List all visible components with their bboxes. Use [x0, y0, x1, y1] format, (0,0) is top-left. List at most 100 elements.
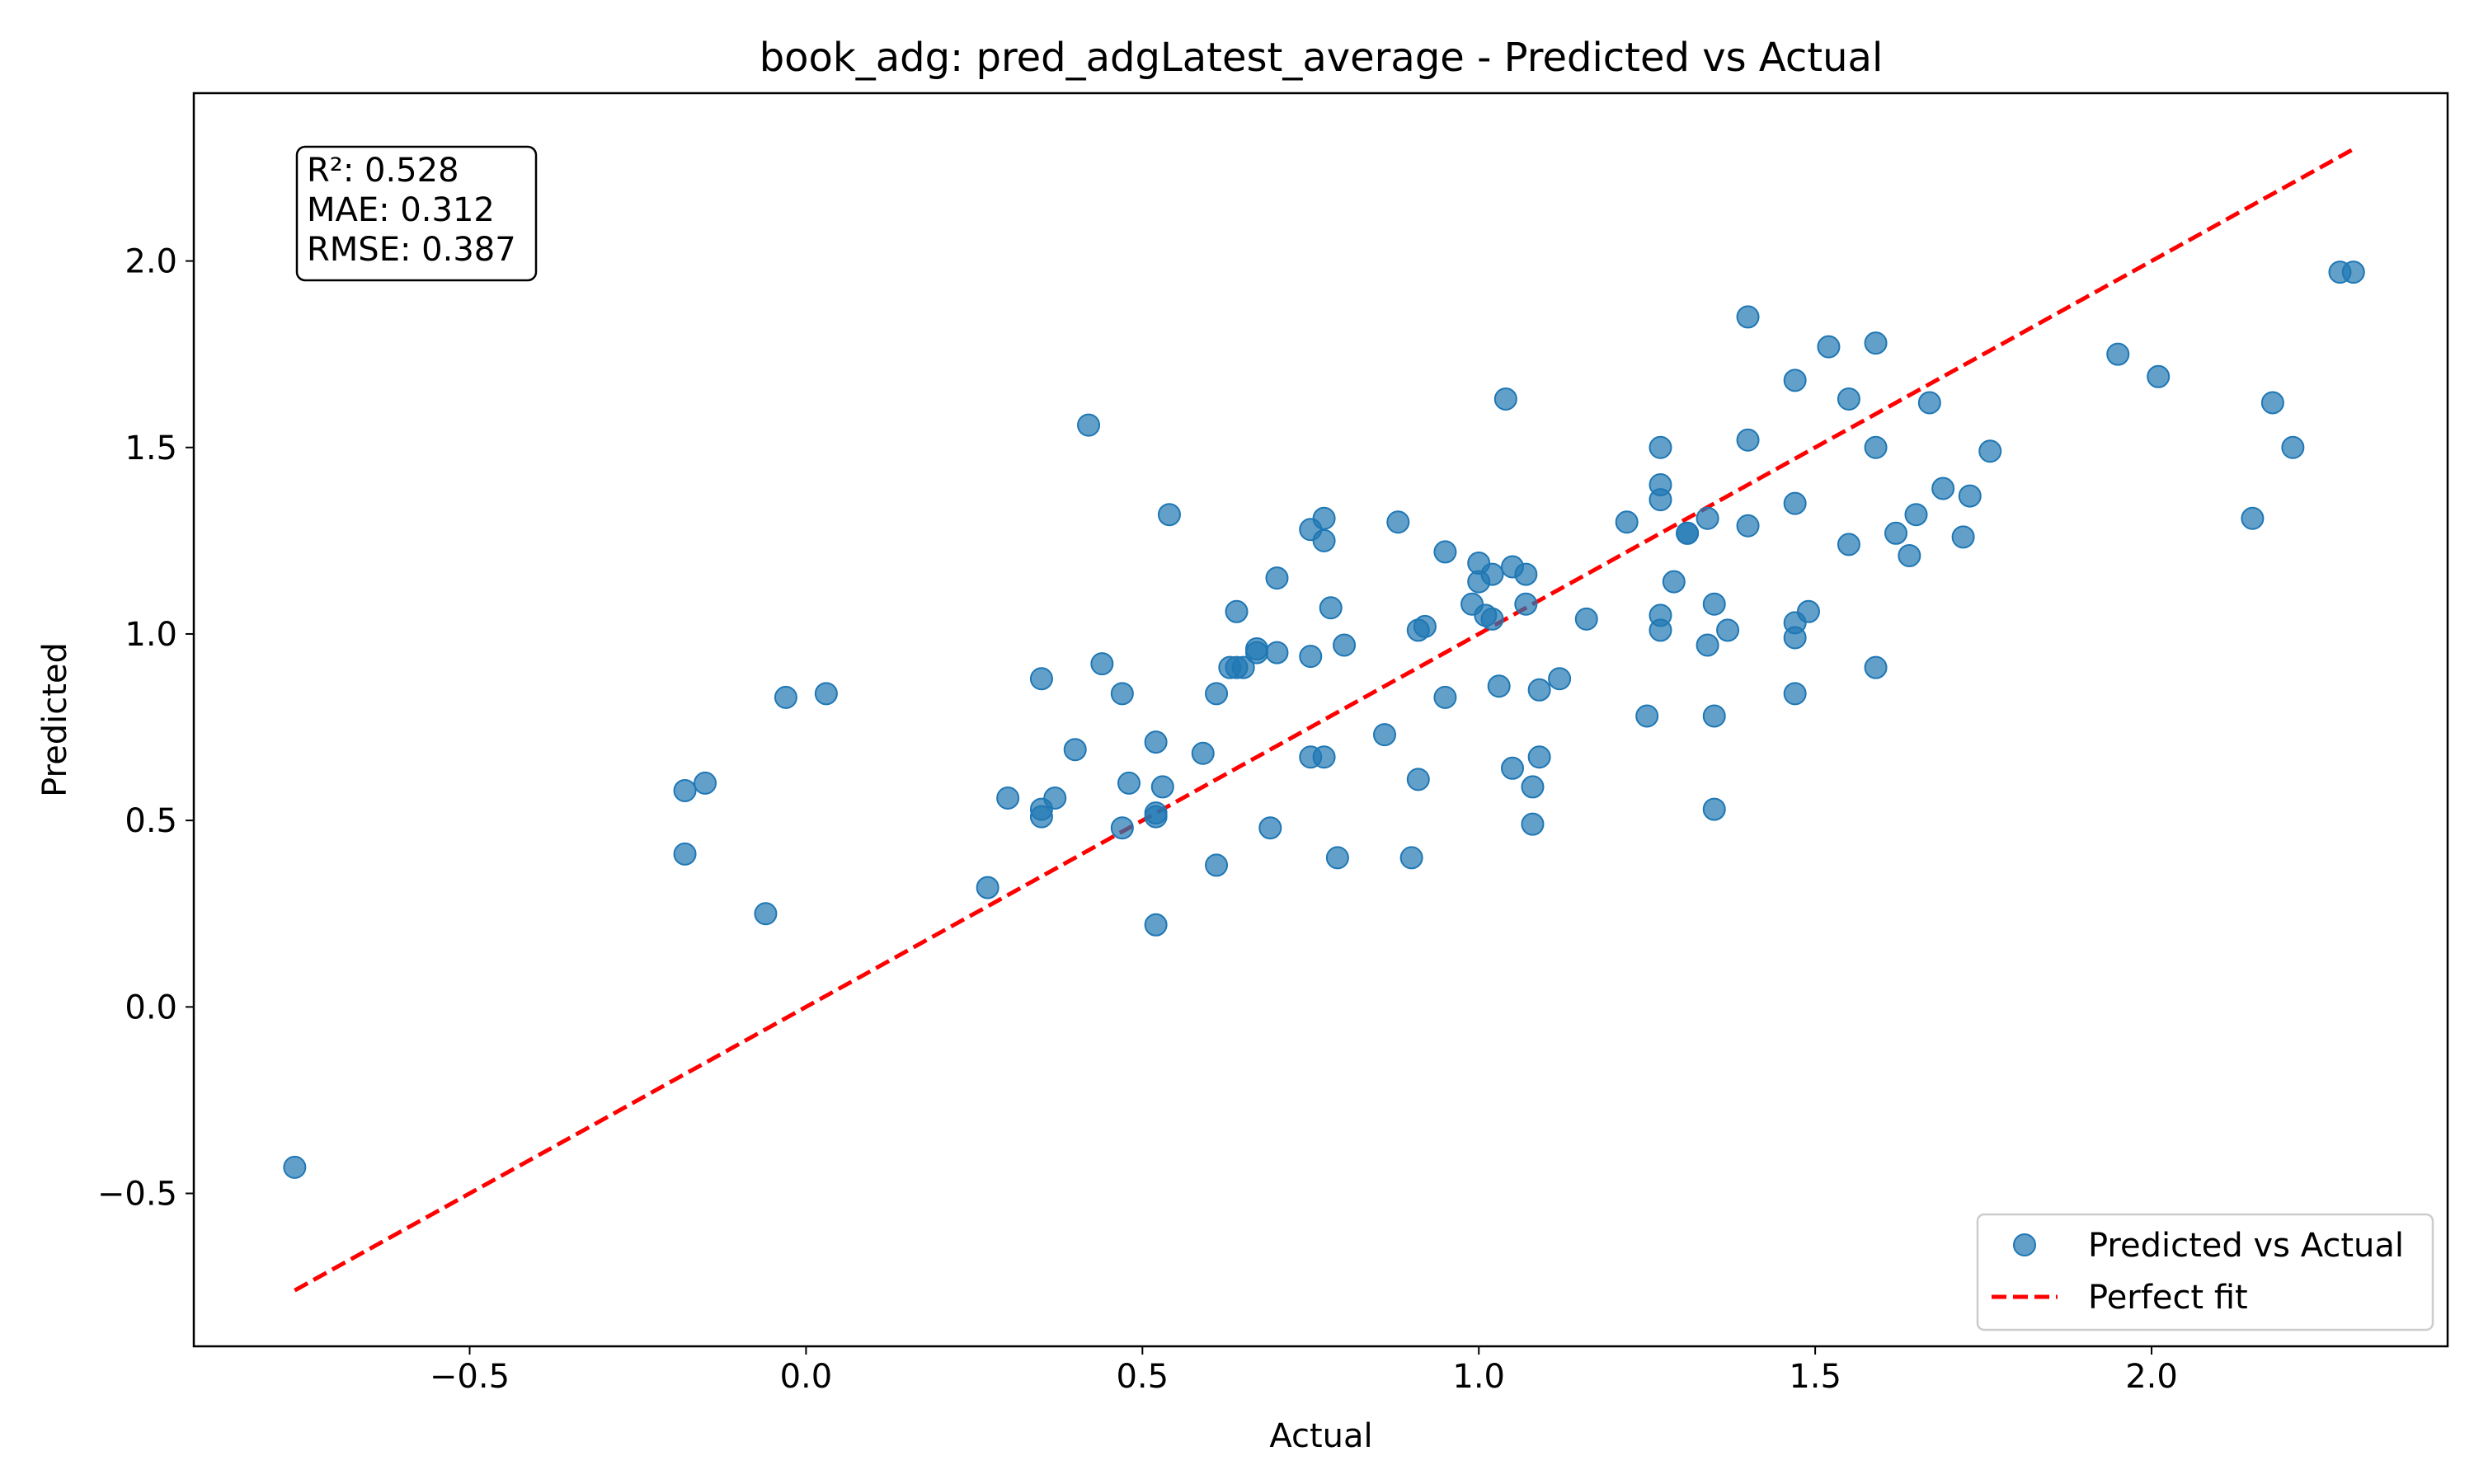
scatter-point: [1399, 846, 1423, 870]
y-tick-label: 0.0: [125, 989, 177, 1026]
scatter-point: [1702, 592, 1726, 616]
x-tick-label: 1.0: [1452, 1358, 1505, 1396]
scatter-point: [1958, 484, 1982, 508]
scatter-point: [1144, 730, 1168, 754]
scatter-point: [2260, 391, 2284, 415]
plot-area: −0.5 0.0 0.5 1.0 1.5 2.0 −0.5 0.0 0.5 1.0 1.5 2.0: [97, 92, 2449, 1396]
scatter-point: [1574, 607, 1598, 631]
stats-rmse: RMSE: 0.387: [307, 231, 516, 269]
scatter-point: [1144, 801, 1168, 825]
scatter-point: [1090, 652, 1114, 676]
perfect-fit-line: [294, 147, 2354, 1293]
scatter-point: [1312, 745, 1336, 769]
scatter-point: [2106, 342, 2130, 366]
scatter-point: [1333, 633, 1357, 657]
scatter-point: [1063, 738, 1087, 762]
scatter-point: [1817, 335, 1841, 359]
scatter-point: [1951, 525, 1975, 549]
scatter-point: [1043, 787, 1067, 810]
legend-frame: [1976, 1213, 2434, 1331]
scatter-point: [673, 842, 697, 866]
scatter-point: [1514, 562, 1538, 586]
y-tick-label: 1.0: [125, 616, 177, 654]
scatter-point: [1110, 682, 1134, 706]
scatter-point: [1904, 503, 1928, 527]
scatter-point: [1487, 674, 1511, 698]
scatter-point: [1837, 533, 1860, 556]
scatter-point: [1117, 771, 1141, 795]
scatter-point: [2341, 261, 2365, 284]
scatter-point: [1110, 816, 1134, 840]
scatter-point: [1702, 797, 1726, 821]
scatter-point: [1649, 435, 1672, 459]
legend-scatter-marker: [2013, 1233, 2036, 1256]
x-tick-label: 1.5: [1789, 1358, 1841, 1396]
scatter-point: [1433, 540, 1457, 564]
scatter-point: [1386, 510, 1410, 534]
y-tick-label: 0.5: [125, 802, 177, 840]
x-tick-label: 2.0: [2125, 1358, 2178, 1396]
x-axis-ticks: −0.5 0.0 0.5 1.0 1.5 2.0: [430, 1346, 2178, 1396]
x-tick-label: 0.0: [780, 1358, 833, 1396]
scatter-point: [694, 771, 717, 795]
scatter-point: [1433, 685, 1457, 709]
scatter-point: [673, 778, 697, 802]
scatter-point: [1716, 618, 1740, 642]
scatter-point: [1864, 331, 1888, 355]
scatter-point: [1676, 521, 1700, 545]
scatter-point: [1527, 678, 1551, 702]
scatter-point: [1480, 607, 1504, 631]
scatter-point: [1299, 645, 1323, 669]
scatter-point: [976, 876, 999, 899]
scatter-point: [1231, 655, 1255, 679]
scatter-point: [1736, 428, 1760, 452]
scatter-point: [814, 682, 838, 706]
scatter-point: [1649, 618, 1672, 642]
y-axis-ticks: −0.5 0.0 0.5 1.0 1.5 2.0: [97, 243, 194, 1214]
scatter-point: [2241, 506, 2265, 530]
stats-mae: MAE: 0.312: [307, 191, 495, 229]
scatter-point: [1077, 413, 1101, 437]
scatter-point: [996, 787, 1020, 810]
scatter-point: [1931, 477, 1955, 500]
scatter-point: [1319, 596, 1343, 620]
scatter-point: [1898, 543, 1921, 567]
scatter-point: [1736, 514, 1760, 538]
perfect-fit-layer: [294, 147, 2354, 1293]
x-tick-label: −0.5: [430, 1358, 510, 1396]
y-tick-label: 1.5: [125, 430, 177, 467]
scatter-point: [1696, 506, 1719, 530]
scatter-point: [1157, 503, 1181, 527]
scatter-point: [1837, 387, 1860, 411]
plot-border: [192, 92, 2449, 1348]
chart-title: book_adg: pred_adgLatest_average - Predi…: [760, 35, 1884, 81]
scatter-point: [1978, 439, 2002, 463]
scatter-point: [1480, 562, 1504, 586]
scatter-point: [1783, 682, 1807, 706]
scatter-point: [1917, 391, 1941, 415]
stats-box: R²: 0.528 MAE: 0.312 RMSE: 0.387: [295, 145, 538, 282]
y-tick-label: −0.5: [97, 1176, 177, 1214]
scatter-point: [283, 1155, 307, 1179]
scatter-point: [1548, 667, 1572, 691]
scatter-point: [2281, 435, 2305, 459]
scatter-point: [1029, 805, 1053, 829]
scatter-point: [1864, 655, 1888, 679]
scatter-point: [1783, 491, 1807, 515]
scatter-point: [1144, 913, 1168, 937]
scatter-point: [1783, 626, 1807, 650]
legend: Predicted vs Actual Perfect fit: [1976, 1213, 2434, 1331]
scatter-point: [1501, 756, 1525, 780]
x-tick-label: 0.5: [1116, 1358, 1169, 1396]
scatter-point: [1205, 682, 1229, 706]
scatter-point: [1783, 369, 1807, 392]
scatter-point: [1521, 812, 1545, 836]
scatter-point: [1514, 592, 1538, 616]
scatter-point: [1662, 570, 1686, 594]
scatter-point: [1258, 816, 1282, 840]
scatter-point: [1413, 614, 1437, 638]
scatter-point: [1191, 741, 1215, 765]
scatter-point: [1325, 846, 1349, 870]
scatter-point: [1884, 521, 1908, 545]
